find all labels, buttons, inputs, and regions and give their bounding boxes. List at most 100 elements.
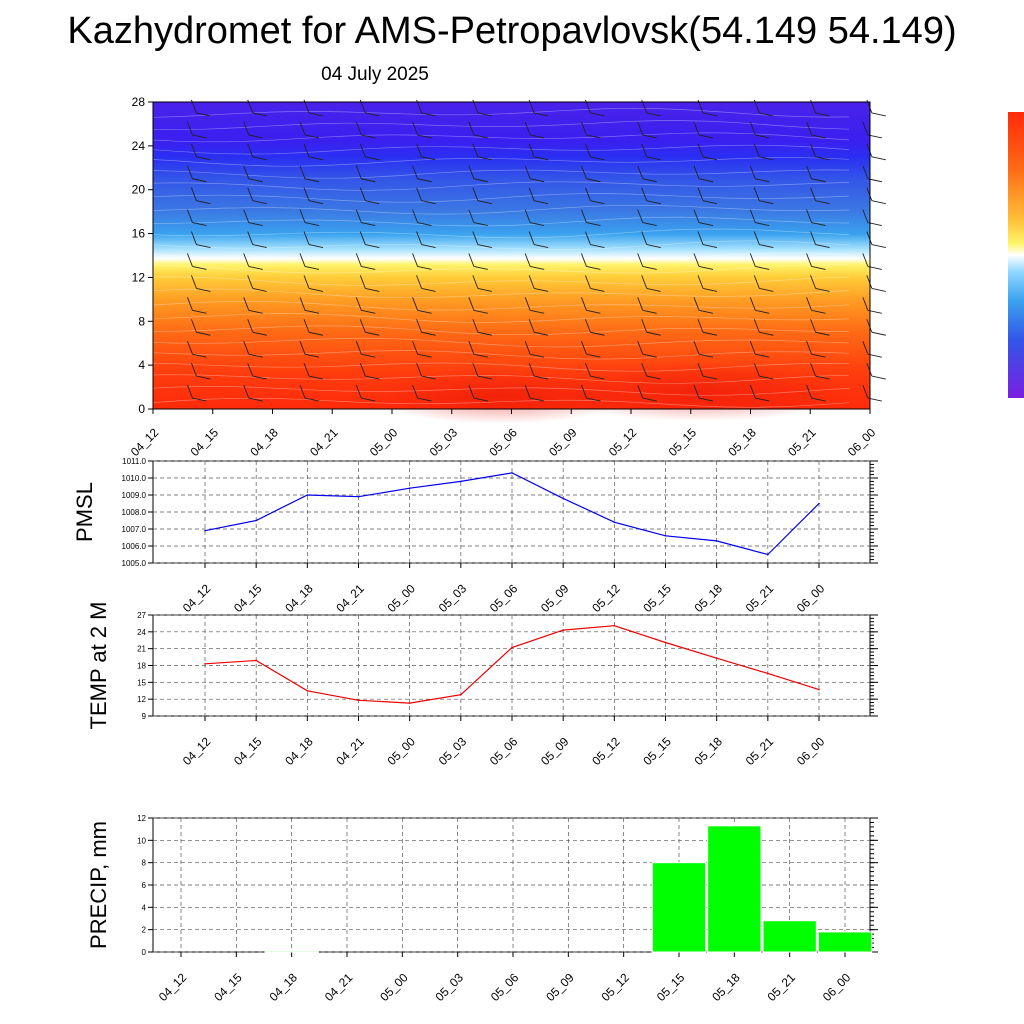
wind-barb-staff [472,275,479,289]
x-tick-label: 04_12 [156,970,190,1004]
x-tick-label: 04_15 [231,734,265,768]
wind-barb-flag [308,287,324,292]
y-tick-label: 15 [137,678,146,687]
wind-barb-flag [590,287,605,292]
wind-barb-staff [866,362,873,377]
x-tick-label: 05_00 [377,970,411,1004]
x-tick-label: 05_12 [589,734,623,768]
wind-barb-flag [196,287,211,292]
wind-barb-flag [755,309,770,314]
wind-barb-flag [871,244,886,248]
wind-barb-staff [637,253,644,267]
wind-barb-flag [308,375,324,380]
wind-barb-flag [642,178,657,183]
wind-barb [468,209,488,227]
wind-barb-flag [473,353,488,358]
wind-barb-staff [416,275,422,289]
wind-barb-staff [641,143,648,157]
wind-barb-flag [192,266,207,270]
wind-barb-flag [252,244,267,248]
wind-barb-flag [534,112,549,117]
pmsl-point [460,480,462,483]
contour-line [152,132,850,143]
wind-barb-staff [191,362,197,377]
wind-barb [641,187,661,205]
wind-barb-flag [586,353,601,358]
wind-barb-flag [361,309,376,314]
x-tick-label: 05_15 [640,581,674,615]
wind-barb-flag [304,222,320,227]
chart-title: Kazhydromet for AMS-Petropavlovsk(54.149… [67,10,957,52]
wind-barb-staff [472,231,479,245]
wind-barb-flag [248,353,263,358]
pmsl-point [204,529,206,532]
wind-barb-staff [412,209,418,223]
wind-barb-flag [417,266,432,270]
wind-barb [472,143,492,161]
wind-barb-staff [412,297,418,311]
x-tick-label: 06_00 [820,970,854,1004]
wind-barb-staff [243,253,250,267]
wind-barb-staff [416,231,422,245]
wind-barb-flag [702,244,718,248]
wind-barb [585,275,605,292]
wind-barb [243,165,263,183]
wind-barb-staff [359,275,366,289]
x-tick-label: 05_12 [599,970,633,1004]
wind-barb [637,165,657,183]
wind-barb-staff [806,121,812,136]
wind-barb-flag [702,156,718,161]
wind-barb [247,187,267,205]
wind-barb [299,165,320,183]
wind-barb [472,231,492,248]
wind-barb-flag [530,222,545,227]
wind-barb-staff [693,341,700,355]
wind-barb [243,253,263,270]
wind-barb-flag [755,178,770,183]
wind-barb-staff [468,253,475,267]
wind-barb-flag [759,156,774,161]
wind-barb-staff [528,231,535,245]
wind-barb-staff [359,319,366,333]
wind-barb [693,341,714,358]
wind-barb [299,384,320,402]
x-tick-label: 04_21 [322,970,356,1004]
wind-barb-staff [810,187,816,201]
y-tick-label: 1006.0 [122,542,147,551]
wind-barb-staff [697,187,704,201]
wind-barb [528,362,549,380]
warm-region [550,361,850,422]
wind-barb-flag [417,222,432,227]
wind-barb-flag [642,397,657,402]
wind-barb-staff [697,231,704,245]
contour-line [152,204,850,215]
wind-barb-flag [642,222,657,227]
wind-barb [697,319,718,336]
wind-barb-staff [810,231,816,245]
wind-barb-flag [871,112,886,117]
wind-barb-flag [248,222,263,227]
wind-barb-staff [581,121,587,136]
y-axis-label: PMSL [72,482,97,542]
wind-barb-flag [196,156,211,161]
wind-barb [524,209,545,227]
x-tick-label: 05_18 [692,734,726,768]
wind-barb-staff [810,143,816,157]
precip-bar [651,862,707,953]
wind-barb-flag [534,156,549,161]
wind-barb [359,319,380,336]
wind-barb-staff [753,275,760,289]
wind-barb [693,384,714,402]
x-tick-label: 04_18 [247,425,281,459]
wind-barb [581,384,601,402]
wind-barb-staff [524,341,531,355]
y-tick-label: 1005.0 [122,559,147,568]
pmsl-point [664,535,667,537]
wind-barb [806,121,826,139]
wind-barb [355,297,376,314]
wind-barb [472,319,492,336]
wind-barb-flag [642,134,657,139]
wind-barb [243,341,263,358]
x-tick-label: 05_00 [367,425,401,459]
